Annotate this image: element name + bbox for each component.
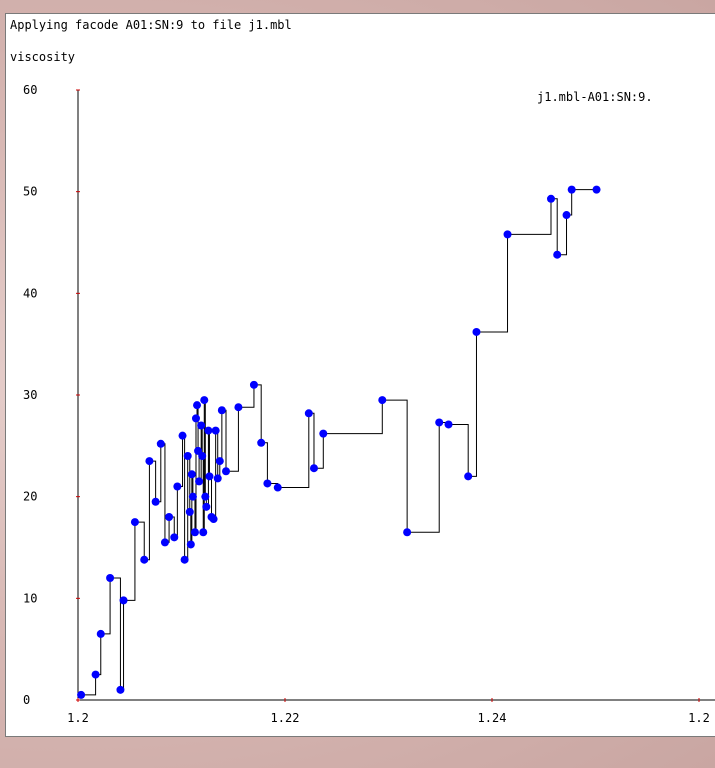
data-point xyxy=(186,540,195,549)
data-point xyxy=(403,528,412,537)
data-point xyxy=(304,409,313,418)
data-point xyxy=(546,194,555,203)
data-point xyxy=(160,538,169,547)
data-point xyxy=(145,457,154,466)
data-point xyxy=(263,479,272,488)
data-point xyxy=(435,418,444,427)
x-tick-label: 1.2 xyxy=(67,711,89,725)
data-point xyxy=(567,185,576,194)
data-point xyxy=(202,502,211,511)
series-points xyxy=(77,185,601,699)
x-tick-label: 1.24 xyxy=(478,711,507,725)
data-point xyxy=(190,528,199,537)
data-point xyxy=(106,574,115,582)
data-point xyxy=(195,477,204,486)
data-point xyxy=(173,482,182,491)
data-point xyxy=(503,230,512,239)
data-point xyxy=(205,472,214,481)
data-point xyxy=(165,513,174,521)
y-tick-label: 40 xyxy=(23,286,37,300)
plot-window: Applying facode A01:SN:9 to file j1.mbl … xyxy=(5,13,715,737)
y-tick-label: 20 xyxy=(23,490,37,504)
data-point xyxy=(592,185,601,194)
data-point xyxy=(257,438,266,447)
y-tick-label: 0 xyxy=(23,693,30,707)
data-point xyxy=(217,406,226,415)
data-point xyxy=(378,396,387,405)
data-point xyxy=(553,250,562,259)
data-point xyxy=(191,414,200,423)
data-point xyxy=(187,470,196,479)
y-tick-label: 60 xyxy=(23,83,37,97)
data-point xyxy=(444,420,453,429)
data-point xyxy=(170,533,179,542)
data-point xyxy=(185,507,194,516)
data-point xyxy=(273,483,282,492)
data-point xyxy=(222,467,231,476)
x-tick-label: 1.22 xyxy=(271,711,300,725)
data-point xyxy=(140,555,149,564)
data-point xyxy=(209,515,218,524)
data-point xyxy=(197,421,206,430)
data-point xyxy=(156,439,165,448)
data-point xyxy=(116,685,125,694)
data-point xyxy=(96,629,105,638)
data-point xyxy=(91,670,100,679)
data-point xyxy=(119,596,128,605)
data-point xyxy=(213,474,222,483)
data-point xyxy=(211,426,220,435)
axis-ticks: 0 10 20 30 40 50 60 1.2 1.22 1.24 1.2 xyxy=(23,83,710,725)
data-point xyxy=(183,452,192,460)
data-point xyxy=(130,518,139,527)
x-tick-label: 1.2 xyxy=(688,711,710,725)
data-point xyxy=(180,555,189,564)
data-point xyxy=(193,401,202,410)
data-point xyxy=(77,690,86,699)
data-point xyxy=(215,457,224,466)
data-point xyxy=(178,431,187,440)
data-point xyxy=(319,429,328,438)
data-point xyxy=(199,528,208,537)
y-axis-label: viscosity xyxy=(10,50,75,64)
data-point xyxy=(234,403,243,412)
data-point xyxy=(204,426,213,435)
data-point xyxy=(201,492,210,501)
data-point xyxy=(198,452,207,460)
data-point xyxy=(249,380,258,389)
y-tick-label: 10 xyxy=(23,591,37,605)
data-point xyxy=(188,492,197,501)
chart-header: Applying facode A01:SN:9 to file j1.mbl xyxy=(10,18,292,32)
y-tick-label: 30 xyxy=(23,388,37,402)
data-point xyxy=(464,472,473,481)
data-point xyxy=(472,327,481,336)
chart: Applying facode A01:SN:9 to file j1.mbl … xyxy=(10,18,715,725)
legend-label: j1.mbl-A01:SN:9. xyxy=(537,90,653,104)
data-point xyxy=(562,211,571,220)
data-point xyxy=(309,464,318,473)
data-point xyxy=(151,497,160,506)
y-tick-label: 50 xyxy=(23,185,37,199)
data-point xyxy=(200,396,209,405)
